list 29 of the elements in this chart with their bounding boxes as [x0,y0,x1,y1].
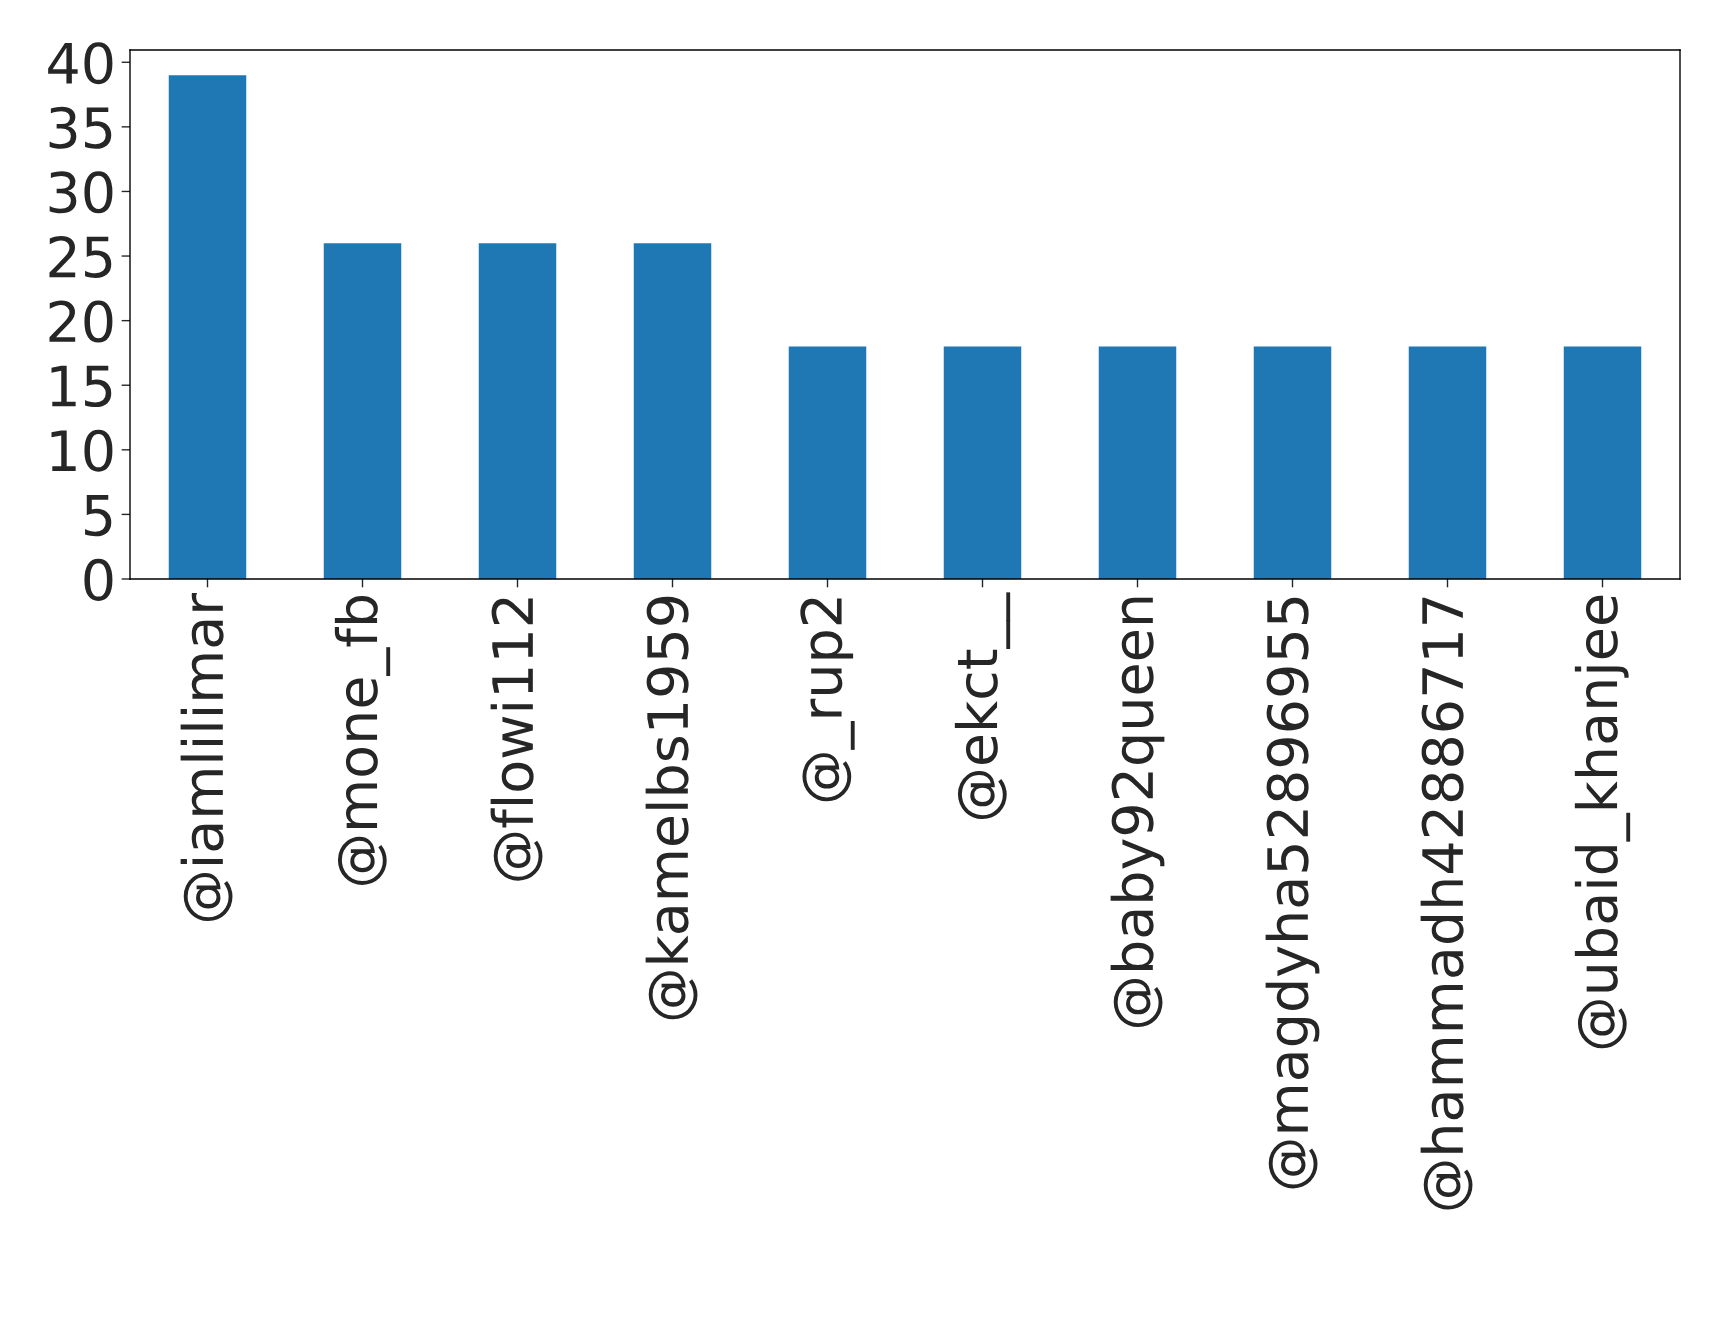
x-tick-label: @ekct__ [954,592,1011,820]
bar [633,243,712,579]
y-tick-label: 25 [49,235,112,278]
bar [168,75,247,579]
x-tick-label: @ubaid_khanjee [1574,595,1631,1049]
y-tick-label: 30 [49,171,113,214]
bar [943,346,1022,579]
x-tick-label: @flowi112 [490,598,543,881]
x-tick-label: @magdyha52896955 [1265,597,1320,1189]
x-tick-label: @hammadh42886717 [1420,597,1473,1210]
x-tick-label: @baby92queen [1110,597,1165,1027]
y-tick-label: 40 [48,42,113,85]
bar [1253,346,1332,579]
bar [1408,346,1487,579]
y-tick-label: 35 [49,106,112,149]
x-tick-label: @iamlilimar [180,592,233,922]
y-tick-label: 20 [49,300,113,343]
bar [323,243,402,579]
bar [788,346,867,579]
x-tick-label: @kamelbs1959 [645,596,698,1020]
y-tick-label: 0 [84,558,113,601]
x-tick-label: @mone_fb [334,595,391,885]
y-tick-label: 10 [51,429,113,472]
bar [478,243,557,579]
bar [1563,346,1642,579]
y-tick-label: 15 [51,365,112,408]
x-tick-label: @_rup2 [800,598,855,802]
bar [1098,346,1177,579]
y-tick-label: 5 [85,495,112,537]
